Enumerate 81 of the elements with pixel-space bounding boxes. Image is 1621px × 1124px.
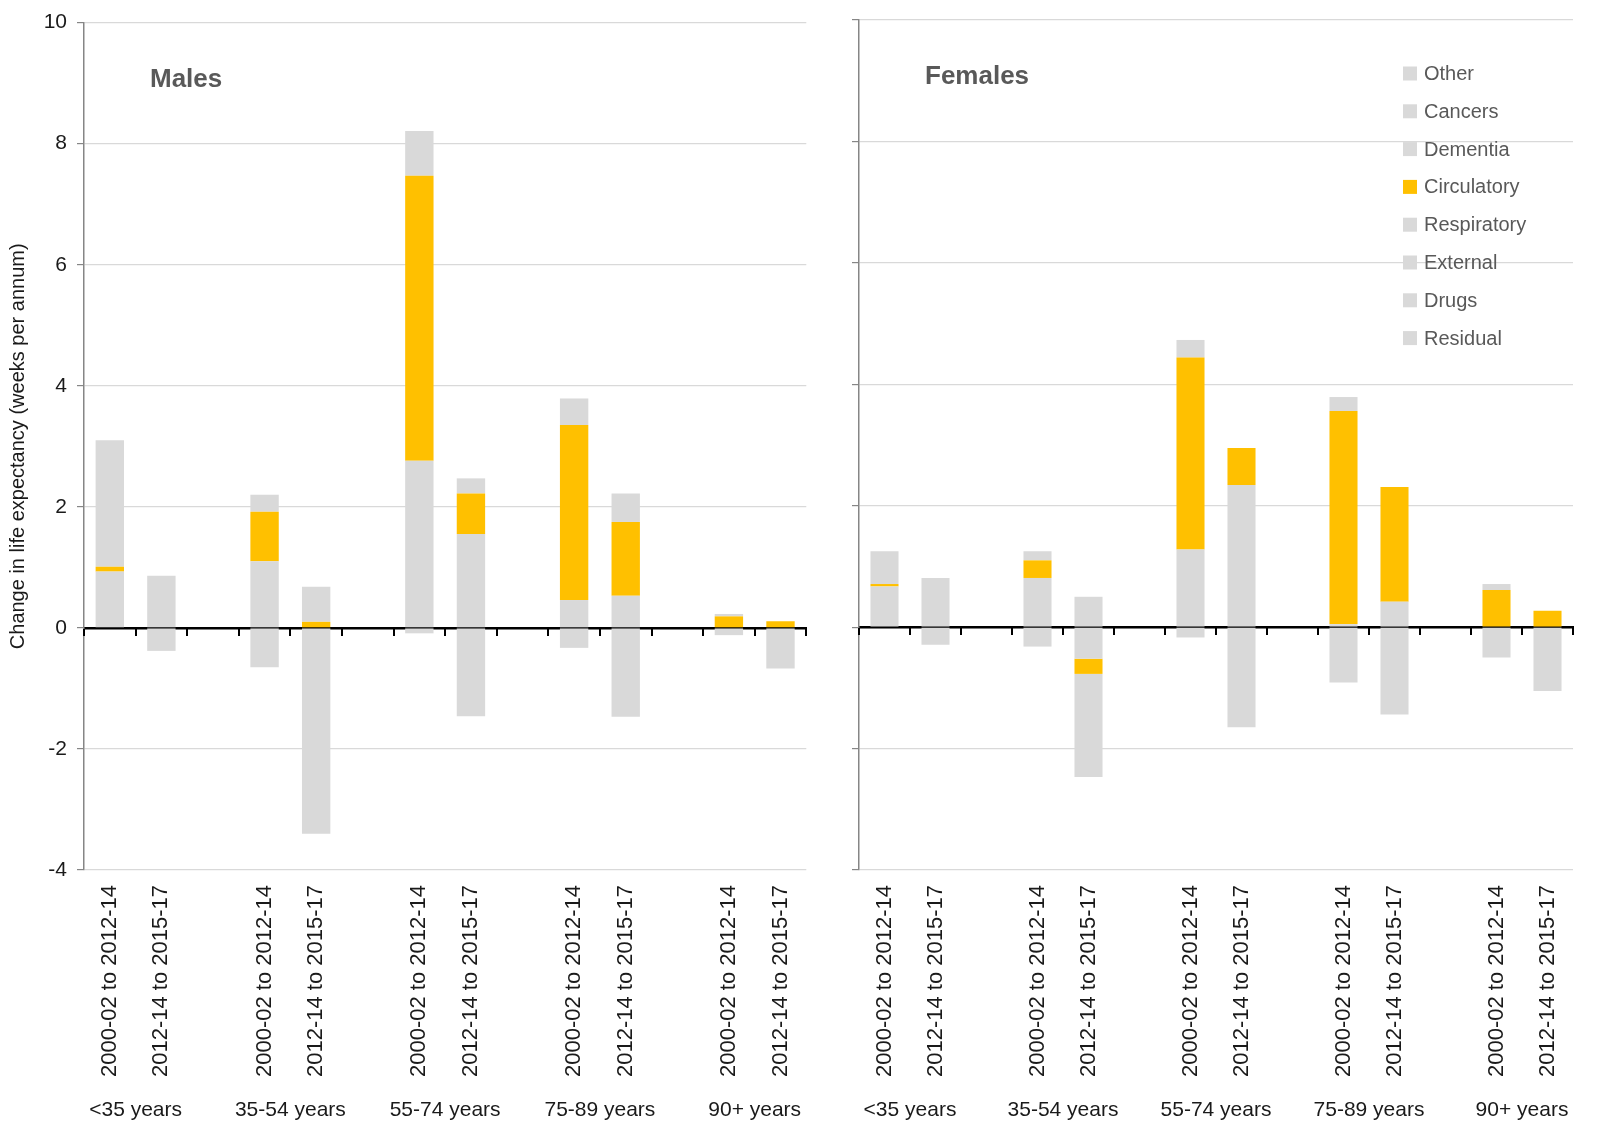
bar [456,478,486,494]
bar [301,621,331,628]
text: Males [150,62,223,93]
legend-label: Cancers [1424,99,1499,122]
bar [559,398,589,426]
bar [405,175,434,461]
bar [1329,411,1358,625]
legend-label: Dementia [1424,137,1511,160]
x-tick-label: 2012-14 to 2015-17 [302,885,328,1078]
x-tick-label: 2000-02 to 2012-14 [405,885,431,1078]
legend-label: Drugs [1424,288,1478,311]
text: 90+ years [708,1096,802,1120]
bar [1533,610,1562,627]
legend-label: Residual [1424,326,1502,349]
bar [95,566,124,572]
y-tick-label: 6 [55,251,67,275]
legend-label: Circulatory [1424,175,1520,198]
y-tick-label: 10 [43,9,67,33]
y-tick-label: -2 [48,735,67,759]
x-tick-label: 2012-14 to 2015-17 [1227,885,1253,1078]
bar [301,586,331,622]
y-tick-label: 4 [55,372,68,396]
bar [766,621,795,628]
bar [1380,486,1409,602]
bar [1533,627,1562,691]
x-tick-label: 2000-02 to 2012-14 [95,885,121,1078]
text: 55-74 years [389,1096,501,1120]
x-tick-label: 2012-14 to 2015-17 [1533,885,1559,1078]
x-tick-label: 2012-14 to 2015-17 [1380,885,1406,1078]
x-tick-label: 2000-02 to 2012-14 [1329,885,1355,1078]
legend-label: Respiratory [1424,213,1527,236]
text: 35-54 years [234,1096,346,1120]
y-tick-label: 0 [55,614,67,638]
y-axis-title: Change in life expectancy (weeks per annum) [5,243,28,650]
bar [1329,397,1358,411]
y-tick-label: 8 [55,130,67,154]
legend-label: External [1424,251,1498,274]
x-tick-label: 2000-02 to 2012-14 [714,885,740,1078]
text: 75-89 years [1313,1096,1425,1120]
text: 35-54 years [1007,1096,1119,1120]
bar [559,425,589,601]
bar [870,586,899,627]
bar [714,616,744,628]
text: 55-74 years [1160,1096,1272,1120]
bar [250,511,279,562]
bar [714,628,744,636]
bar [1023,551,1052,561]
text: <35 years [89,1096,182,1120]
text: <35 years [863,1096,957,1120]
x-tick-label: 2012-14 to 2015-17 [766,885,792,1078]
y-tick-label: 2 [55,493,67,517]
x-tick-label: 2012-14 to 2015-17 [611,885,637,1078]
x-tick-label: 2000-02 to 2012-14 [1023,885,1049,1078]
x-tick-label: 2012-14 to 2015-17 [457,885,482,1078]
text: 75-89 years [544,1096,656,1120]
bar [95,571,124,628]
bar [1023,560,1052,578]
bar [1227,448,1256,486]
bar [1176,357,1205,550]
bar [766,628,795,669]
bar [870,551,899,585]
bar [1482,590,1511,627]
bar [1482,627,1511,658]
x-tick-label: 2000-02 to 2012-14 [560,885,586,1078]
bar [1329,627,1358,683]
x-tick-label: 2012-14 to 2015-17 [147,885,173,1078]
text: Females [925,60,1030,91]
bar [1176,339,1205,358]
x-tick-label: 2012-14 to 2015-17 [921,885,947,1078]
x-tick-label: 2000-02 to 2012-14 [1482,885,1508,1078]
text: 90+ years [1475,1096,1569,1120]
x-tick-label: 2000-02 to 2012-14 [250,885,276,1078]
bar [456,493,486,535]
x-tick-label: 2000-02 to 2012-14 [1176,885,1202,1078]
bar [611,521,640,596]
x-tick-label: 2012-14 to 2015-17 [1074,885,1100,1078]
legend-label: Other [1424,62,1475,85]
x-tick-label: 2000-02 to 2012-14 [870,885,896,1078]
bar [1482,584,1511,591]
y-tick-label: -4 [48,856,68,880]
bar [1074,658,1103,674]
